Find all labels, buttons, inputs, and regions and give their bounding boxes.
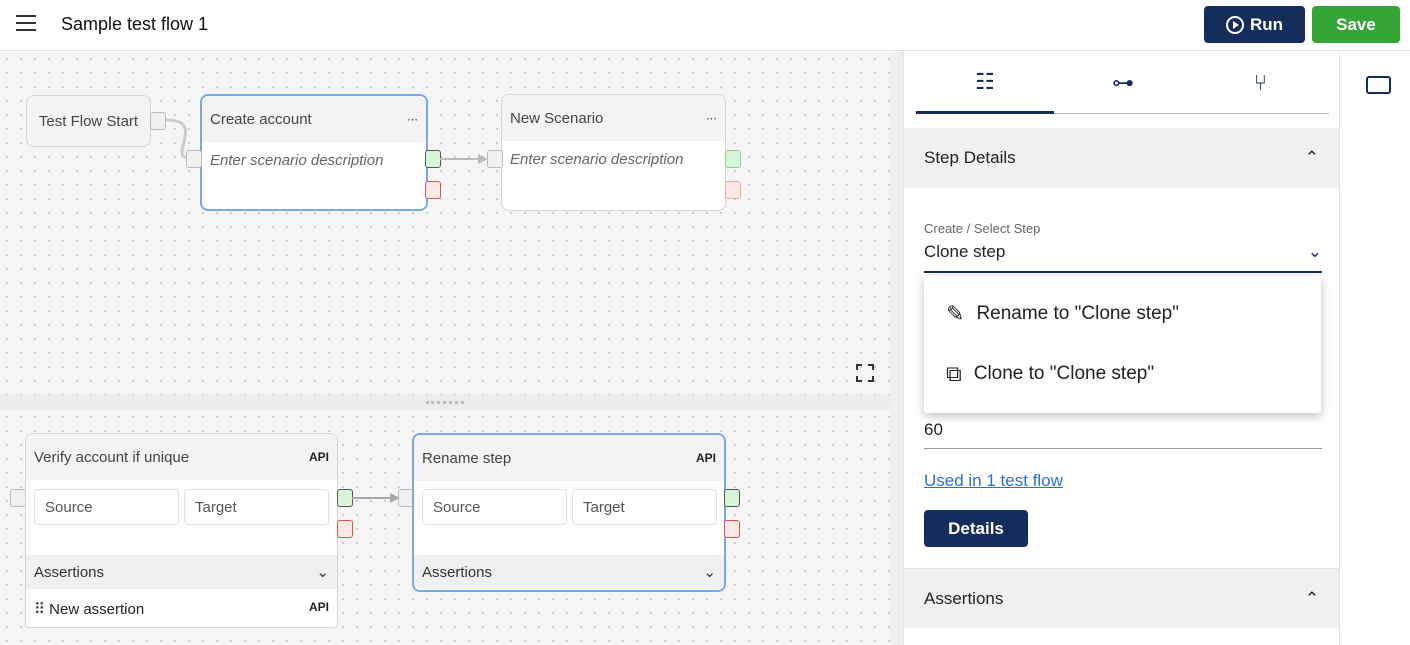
pane-splitter[interactable] [0, 395, 890, 410]
start-output-port[interactable] [150, 112, 166, 130]
run-button[interactable]: Run [1204, 6, 1305, 43]
chevron-down-icon: ⌄ [703, 564, 716, 581]
git-fork-icon: ⑂ [1253, 70, 1268, 95]
assertions-label: Assertions [34, 563, 105, 581]
chevron-down-icon: ⌄ [316, 564, 329, 581]
clone-option[interactable]: ⧉ Clone to "Clone step" [924, 344, 1321, 404]
vertical-splitter[interactable] [890, 52, 903, 645]
details-button[interactable]: Details [924, 510, 1028, 547]
ticket-icon[interactable] [1366, 76, 1391, 94]
tab-git-fork[interactable]: ⑂ [1192, 52, 1329, 114]
input-port[interactable] [186, 150, 202, 168]
scenario-description-input[interactable]: Enter scenario description [510, 151, 684, 168]
clone-label: Clone to "Clone step" [973, 363, 1155, 384]
flow-title: Sample test flow 1 [61, 14, 209, 34]
assertions-label: Assertions [422, 563, 493, 581]
success-port[interactable] [724, 489, 740, 507]
input-port[interactable] [487, 150, 503, 168]
scenario-steps-icon: ⋯ [407, 113, 418, 126]
assertions-header[interactable]: Assertions ⌄ [414, 555, 724, 589]
play-icon [1225, 15, 1244, 34]
save-button[interactable]: Save [1312, 6, 1400, 43]
target-field[interactable]: Target [184, 489, 329, 525]
chevron-down-icon: ⌄ [1307, 242, 1322, 261]
start-label: Test Flow Start [38, 112, 139, 130]
used-in-link[interactable]: Used in 1 test flow [924, 471, 1063, 490]
step-node[interactable]: Rename step API Source Target Assertions ⌄ [412, 433, 726, 592]
scenario-canvas[interactable]: Test Flow Start Create account ⋯ Enter sc… [0, 52, 890, 395]
tab-hierarchy[interactable]: ⊶ [1054, 52, 1192, 114]
chevron-up-icon: ⌃ [1304, 148, 1319, 167]
step-type-badge: API [308, 450, 329, 464]
assertion-item[interactable]: ⠿ New assertion API [34, 600, 329, 618]
step-title: Rename step [422, 449, 512, 467]
connector [352, 493, 400, 503]
list-details-icon: ☷ [975, 68, 995, 94]
input-port[interactable] [10, 489, 26, 507]
assertions-title: Assertions [924, 588, 1004, 608]
rename-label: Rename to "Clone step" [976, 303, 1179, 324]
step-select[interactable]: Clone step ⌄ [924, 242, 1322, 273]
success-port[interactable] [725, 150, 741, 168]
step-canvas[interactable]: Verify account if unique API Source Targe… [0, 410, 890, 645]
test-flow-start-node[interactable]: Test Flow Start [26, 95, 151, 147]
success-port[interactable] [337, 489, 353, 507]
failure-port[interactable] [425, 181, 441, 199]
header: Sample test flow 1 Run Save [0, 0, 1410, 51]
step-node[interactable]: Verify account if unique API Source Targe… [25, 433, 338, 628]
hierarchy-icon: ⊶ [1112, 70, 1134, 95]
failure-port[interactable] [725, 181, 741, 199]
drag-handle-icon[interactable]: ⠿ [34, 601, 50, 618]
success-port[interactable] [425, 150, 441, 168]
source-field[interactable]: Source [34, 489, 179, 525]
step-field-label: Create / Select Step [924, 221, 1041, 236]
edit-icon: ✎ [946, 301, 965, 326]
tab-step-details[interactable]: ☷ [916, 52, 1054, 114]
step-select-value: Clone step [924, 242, 1006, 261]
source-field[interactable]: Source [422, 489, 567, 525]
rename-option[interactable]: ✎ Rename to "Clone step" [924, 284, 1321, 344]
step-panel: ☷ ⊶ ⑂ Step Details ⌃ Create / Select Step… [903, 52, 1340, 645]
scenario-steps-icon: ⋯ [706, 112, 717, 125]
scenario-title: New Scenario [510, 109, 604, 127]
assertions-header[interactable]: Assertions ⌄ [26, 555, 337, 589]
chevron-up-icon: ⌃ [1304, 588, 1319, 608]
failure-port[interactable] [724, 520, 740, 538]
scenario-title: Create account [210, 110, 312, 128]
assertion-badge: API [308, 600, 329, 614]
connector [440, 154, 488, 164]
step-details-title: Step Details [924, 148, 1016, 167]
panel-tabs: ☷ ⊶ ⑂ [916, 52, 1329, 114]
target-field[interactable]: Target [572, 489, 717, 525]
menu-icon[interactable] [16, 15, 36, 31]
run-label: Run [1249, 14, 1284, 34]
assertions-panel-header[interactable]: Assertions ⌃ [904, 568, 1339, 628]
scenario-description-input[interactable]: Enter scenario description [210, 152, 384, 169]
scenario-node[interactable]: Create account ⋯ Enter scenario descripti… [200, 94, 428, 211]
timeout-value[interactable]: 60 [924, 420, 1322, 449]
step-details-header[interactable]: Step Details ⌃ [904, 128, 1339, 188]
step-title: Verify account if unique [34, 448, 190, 466]
scenario-node[interactable]: New Scenario ⋯ Enter scenario description [501, 94, 726, 211]
step-dropdown-menu: ✎ Rename to "Clone step" ⧉ Clone to "Clone… [924, 276, 1321, 413]
copy-icon: ⧉ [946, 361, 962, 386]
step-type-badge: API [695, 451, 716, 465]
fullscreen-icon[interactable] [856, 364, 874, 382]
assertion-label: New assertion [49, 601, 145, 618]
failure-port[interactable] [337, 520, 353, 538]
